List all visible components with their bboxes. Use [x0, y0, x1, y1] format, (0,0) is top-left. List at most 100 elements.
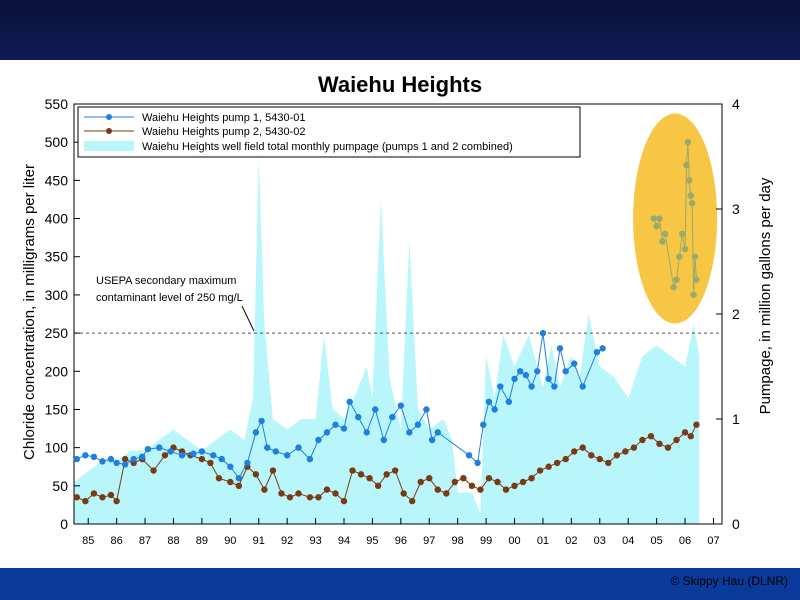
pump2-point [252, 471, 260, 478]
copyright-text: © Skippy Hau (DLNR) [670, 574, 788, 588]
x-tick-label: 92 [281, 535, 293, 547]
highlight-point [650, 215, 657, 222]
y2-tick-label: 0 [732, 516, 740, 532]
y-tick-label: 200 [45, 363, 69, 379]
pump1-point [178, 452, 186, 459]
pump1-point [423, 406, 430, 413]
pump2-point [269, 467, 277, 474]
pump1-point [218, 455, 225, 463]
pump1-point [340, 425, 348, 432]
x-tick-label: 95 [366, 535, 378, 547]
chart-title: Waiehu Heights [318, 72, 482, 97]
pump1-point [210, 452, 217, 459]
pump1-point [517, 368, 524, 375]
pump2-point [323, 486, 331, 493]
pump1-point [485, 398, 493, 406]
pump1-point [82, 452, 89, 459]
pump1-point [491, 406, 498, 413]
pump2-point [673, 436, 680, 444]
pump1-point [306, 455, 314, 463]
pump2-point [113, 497, 120, 505]
pump2-point [656, 440, 663, 448]
pump1-point [107, 455, 115, 463]
pump2-point [278, 490, 285, 497]
x-tick-label: 97 [423, 535, 435, 547]
pump2-point [227, 478, 234, 486]
pump2-point [332, 490, 339, 497]
pump2-point [468, 482, 476, 490]
x-tick-label: 94 [338, 535, 350, 547]
pump1-series [73, 329, 606, 482]
highlight-point [683, 161, 690, 169]
legend-box [77, 106, 581, 158]
pump1-point [556, 345, 564, 352]
x-tick-label: 98 [452, 535, 464, 547]
pump1-point [522, 371, 530, 379]
x-tick-label: 03 [594, 535, 606, 547]
pump1-point [511, 375, 518, 383]
highlight-point [690, 291, 697, 299]
pump1-point [244, 459, 251, 467]
pumpage-area-series [74, 156, 700, 524]
pump2-point [349, 467, 356, 474]
pump2-point [451, 478, 459, 486]
pump1-point [235, 474, 243, 482]
pump1-point [474, 459, 481, 467]
x-tick-label: 07 [707, 535, 719, 547]
pump2-point [295, 490, 302, 497]
pump2-point [639, 436, 646, 444]
x-tick-label: 04 [622, 535, 634, 547]
pump2-point [434, 486, 441, 493]
pump2-point [90, 490, 98, 497]
pump2-point [630, 444, 638, 451]
pump1-point [372, 406, 379, 413]
pump2-point [73, 494, 81, 501]
pump1-point [139, 453, 146, 460]
pump2-point [400, 490, 407, 497]
highlight-point [681, 245, 689, 253]
pump2-point [536, 467, 544, 474]
highlight-point [661, 230, 669, 238]
pump1-point [346, 398, 353, 406]
pump2-point [286, 494, 294, 501]
pump2-point [647, 432, 655, 440]
pump2-point [409, 497, 416, 505]
pump2-point [383, 471, 390, 478]
highlight-point [656, 215, 663, 222]
pump2-point [161, 452, 169, 459]
pump2-point [121, 455, 129, 463]
reference-leader [241, 305, 255, 332]
pump2-point [82, 497, 89, 505]
pump2-point [588, 452, 595, 459]
highlight-point [659, 238, 666, 245]
legend-label-1: Waiehu Heights pump 1, 5430-01 [142, 112, 305, 124]
pump1-point [272, 448, 279, 455]
pump2-point [366, 474, 373, 482]
pump1-point [252, 429, 260, 436]
pump2-point [494, 478, 501, 486]
legend-marker-2 [106, 128, 112, 134]
pump2-point [460, 474, 467, 482]
x-tick-label: 85 [82, 535, 94, 547]
pump2-point [687, 432, 694, 440]
pump1-point [363, 429, 370, 436]
y2-tick-label: 3 [732, 201, 740, 217]
pump2-point [664, 444, 672, 451]
pump1-point [295, 444, 302, 451]
highlight-point [693, 276, 700, 283]
highlighted-cluster [633, 113, 718, 324]
chart: Waiehu Heights USEPA secondary maximum co… [21, 72, 774, 547]
pump1-point [264, 444, 271, 451]
y2-tick-label: 4 [732, 96, 740, 112]
pump2-point [502, 486, 510, 493]
pump1-point [190, 450, 197, 457]
pump2-point [198, 455, 206, 463]
pump1-point [99, 458, 106, 465]
highlight-point [653, 222, 660, 230]
pump2-point [306, 494, 314, 501]
x-tick-label: 00 [508, 535, 520, 547]
highlight-point [688, 200, 696, 207]
y-tick-label: 550 [45, 96, 69, 112]
pump2-point [562, 455, 569, 463]
x-tick-label: 88 [167, 535, 179, 547]
